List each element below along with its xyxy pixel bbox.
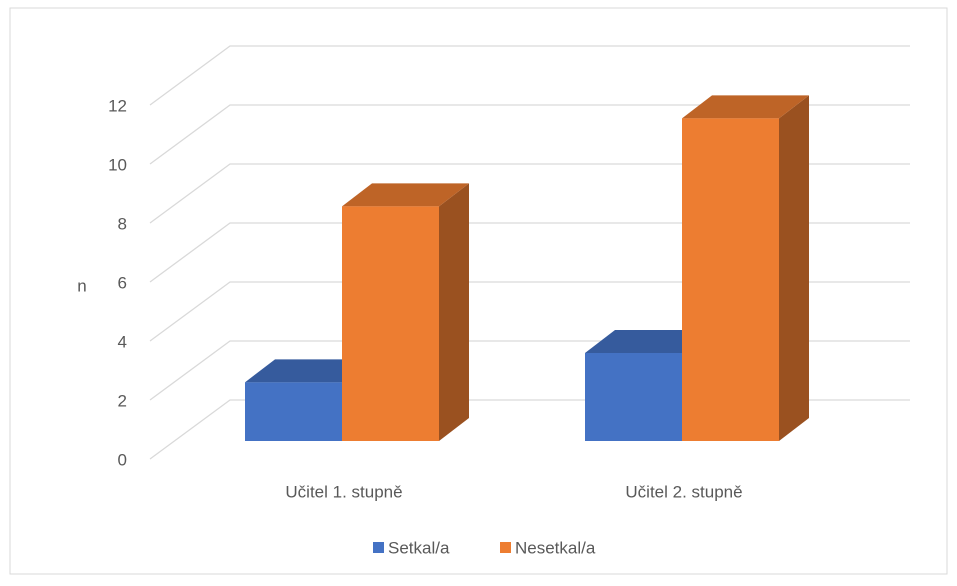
- legend-label: Setkal/a: [388, 538, 450, 557]
- bar: [585, 353, 682, 441]
- y-tick-label: 4: [118, 332, 127, 351]
- y-tick-label: 10: [108, 155, 127, 174]
- bar: [245, 382, 342, 441]
- x-tick-label: Učitel 1. stupně: [285, 482, 402, 501]
- bar-top: [585, 330, 712, 353]
- bar-top: [342, 183, 469, 207]
- bar: [682, 118, 779, 441]
- bar-side: [439, 183, 469, 442]
- y-tick-label: 2: [118, 391, 127, 410]
- bar-top: [245, 359, 372, 383]
- grid-line: [149, 45, 910, 106]
- bar: [342, 206, 439, 441]
- bar-side: [779, 95, 809, 441]
- x-tick-label: Učitel 2. stupně: [625, 482, 742, 501]
- grid-line: [149, 104, 910, 165]
- bar-top: [682, 95, 809, 119]
- y-tick-label: 12: [108, 96, 127, 115]
- y-tick-label: 6: [118, 273, 127, 292]
- y-tick-label: 8: [118, 214, 127, 233]
- legend-swatch: [373, 542, 384, 553]
- y-axis-label: n: [77, 276, 86, 295]
- legend-swatch: [500, 542, 511, 553]
- legend-label: Nesetkal/a: [515, 538, 596, 557]
- y-tick-label: 0: [118, 450, 127, 469]
